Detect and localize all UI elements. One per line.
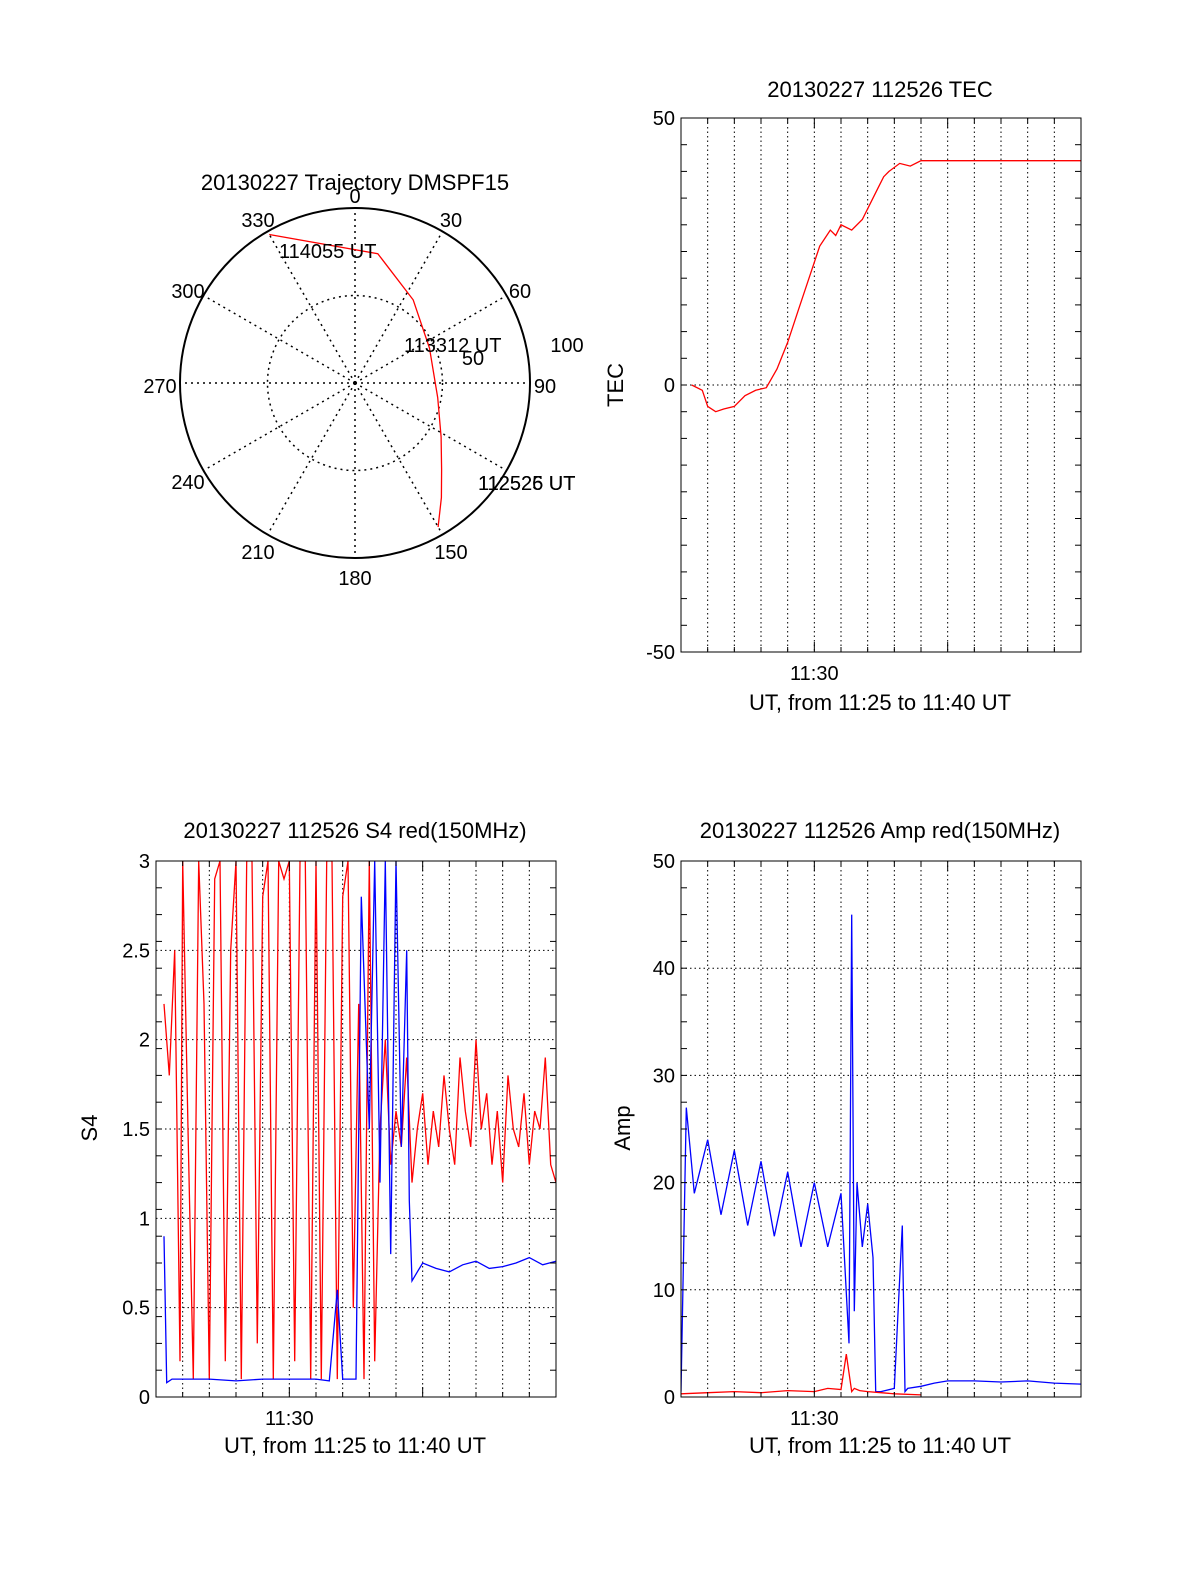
polar-angle-tick: 0: [349, 186, 360, 208]
polar-grid: [179, 207, 531, 559]
trajectory-time-label: 112525 UT: [478, 473, 575, 495]
trajectory-time-label: 114055 UT: [279, 241, 376, 263]
polar-grid-circle: [266, 294, 444, 472]
y-tick-label: 10: [653, 1280, 675, 1302]
tec-ylabel: TEC: [603, 363, 628, 407]
polar-spoke: [203, 294, 356, 384]
y-tick-label: 1.5: [122, 1119, 150, 1141]
polar-spoke: [354, 294, 507, 384]
y-tick-label: 40: [653, 958, 675, 980]
polar-angle-tick: 150: [434, 542, 467, 564]
series-line-blue: [163, 861, 556, 1384]
polar-radial-tick: 50: [462, 348, 484, 370]
y-tick-label: 20: [653, 1173, 675, 1195]
y-tick-label: 3: [139, 851, 150, 873]
y-tick-label: 1: [139, 1208, 150, 1230]
y-tick-label: -50: [646, 642, 675, 664]
s4-plot: 20130227 112526 S4 red(150MHz) 3 2.5 2 1.5 1…: [77, 818, 557, 1458]
series-group: [681, 914, 1081, 1396]
polar-spoke: [354, 231, 444, 384]
trajectory-time-label: 112526 UT: [478, 473, 575, 495]
s4-xlabel: UT, from 11:25 to 11:40 UT: [224, 1433, 486, 1458]
s4-title: 20130227 112526 S4 red(150MHz): [183, 818, 526, 843]
polar-angle-tick: 270: [143, 376, 176, 398]
polar-spoke: [354, 382, 444, 535]
y-tick-label: 0: [664, 1387, 675, 1409]
polar-trajectory: [269, 233, 443, 528]
series-line-red: [691, 160, 1081, 413]
amp-title: 20130227 112526 Amp red(150MHz): [700, 818, 1060, 843]
polar-angle-tick: 210: [241, 542, 274, 564]
polar-spoke: [203, 382, 356, 472]
series-group: [691, 160, 1081, 413]
series-line-red: [681, 1354, 922, 1396]
polar-angle-tick: 240: [171, 472, 204, 494]
x-tick-label: 11:30: [790, 663, 839, 685]
series-line-red: [163, 861, 556, 1380]
plot-frame: [680, 860, 1082, 1398]
y-tick-label: 0: [664, 375, 675, 397]
series-group: [163, 861, 556, 1384]
polar-spoke: [266, 382, 356, 535]
y-tick-label: 2.5: [122, 940, 150, 962]
trajectory-time-label: 113312 UT: [404, 335, 501, 357]
y-tick-label: 30: [653, 1065, 675, 1087]
polar-plot: 20130227 Trajectory DMSPF15 0 30 60 90 150 18…: [143, 170, 583, 590]
y-tick-label: 50: [653, 851, 675, 873]
x-tick-label: 11:30: [790, 1408, 839, 1430]
s4-plot-area: 3 2.5 2 1.5 1 0.5 0 11:30: [122, 851, 557, 1430]
tec-xlabel: UT, from 11:25 to 11:40 UT: [749, 690, 1011, 715]
amp-plot-area: 50 40 30 20 10 0 11:30: [653, 851, 1082, 1430]
amp-ylabel: Amp: [610, 1105, 635, 1150]
polar-angle-tick: 330: [241, 210, 274, 232]
amp-plot: 20130227 112526 Amp red(150MHz) 50 40 30 20…: [610, 818, 1082, 1458]
trajectory-line: [269, 233, 443, 528]
polar-title: 20130227 Trajectory DMSPF15: [201, 170, 509, 195]
amp-xlabel: UT, from 11:25 to 11:40 UT: [749, 1433, 1011, 1458]
polar-radial-tick: 100: [550, 335, 583, 357]
y-tick-label: 2: [139, 1030, 150, 1052]
y-tick-label: 50: [653, 108, 675, 130]
y-tick-label: 0: [139, 1387, 150, 1409]
s4-ylabel: S4: [77, 1115, 102, 1142]
polar-spoke: [354, 382, 507, 472]
series-line-blue: [681, 914, 1081, 1394]
polar-angle-tick: 30: [440, 210, 462, 232]
polar-angle-ticks: 0 30 60 90 150 180 210 240 270 300 330 50 100: [143, 186, 583, 590]
y-tick-label: 0.5: [122, 1298, 150, 1320]
tec-plot: 20130227 112526 TEC 50 0 -50 11:30 TEC UT, …: [603, 77, 1082, 715]
polar-angle-tick: 300: [171, 281, 204, 303]
polar-angle-tick: 180: [338, 568, 371, 590]
tec-title: 20130227 112526 TEC: [767, 77, 993, 102]
x-tick-label: 11:30: [265, 1408, 314, 1430]
polar-spoke: [266, 231, 356, 384]
tec-plot-area: 50 0 -50 11:30: [646, 108, 1082, 685]
polar-angle-tick: 60: [509, 281, 531, 303]
polar-angle-tick: 90: [534, 376, 556, 398]
